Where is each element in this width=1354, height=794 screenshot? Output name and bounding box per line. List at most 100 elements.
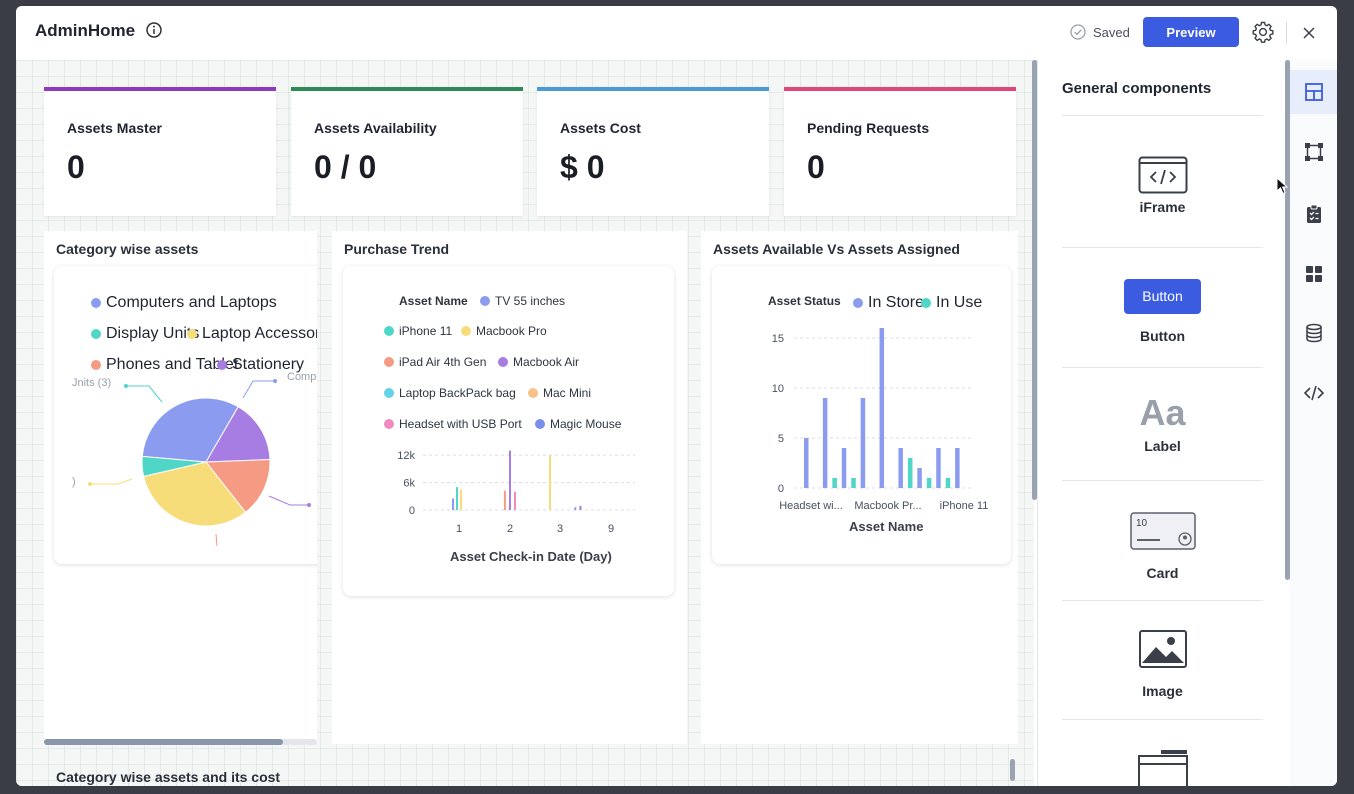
- stat-card-assets-cost[interactable]: Assets Cost $ 0: [537, 87, 769, 216]
- widget-category-wise-assets[interactable]: Category wise assets Computers and Lapto…: [44, 231, 317, 744]
- bar[interactable]: [851, 478, 856, 488]
- legend-item[interactable]: Computers and Laptops: [91, 294, 277, 312]
- legend-item[interactable]: Headset with USB Port: [384, 417, 522, 431]
- legend-item[interactable]: Display Units: [91, 325, 199, 343]
- legend-item[interactable]: Laptop Accessories: [187, 325, 317, 343]
- close-icon[interactable]: [1302, 26, 1316, 40]
- canvas-scrollbar[interactable]: [1032, 60, 1037, 500]
- bar[interactable]: [804, 438, 809, 488]
- legend-dot: [384, 388, 394, 398]
- component-label-widget[interactable]: Aa Label: [1062, 392, 1263, 454]
- legend-label: Headset with USB Port: [399, 417, 522, 431]
- stat-label: Assets Cost: [560, 120, 641, 136]
- rail-item-widgets[interactable]: [1290, 252, 1337, 296]
- component-image[interactable]: Image: [1062, 630, 1263, 699]
- legend-item[interactable]: Phones and Tablet: [91, 356, 238, 374]
- stat-label: Assets Master: [67, 120, 162, 136]
- bar[interactable]: [460, 489, 463, 510]
- bar[interactable]: [879, 328, 885, 488]
- horizontal-scroll-thumb[interactable]: [44, 739, 283, 745]
- bar[interactable]: [452, 498, 454, 510]
- dashboard-canvas[interactable]: Assets Master 0 Assets Availability 0 / …: [16, 60, 1034, 786]
- bar[interactable]: [509, 450, 511, 510]
- bar[interactable]: [898, 448, 903, 488]
- bar[interactable]: [926, 478, 932, 488]
- stat-card-assets-master[interactable]: Assets Master 0: [44, 87, 276, 216]
- legend-item[interactable]: TV 55 inches: [480, 294, 565, 308]
- rail-item-data[interactable]: [1290, 311, 1337, 355]
- bar[interactable]: [514, 491, 516, 510]
- gear-icon[interactable]: [1251, 20, 1275, 44]
- bar[interactable]: [945, 478, 951, 488]
- bar[interactable]: [574, 507, 577, 510]
- legend-item[interactable]: Laptop BackPack bag: [384, 386, 516, 400]
- legend-label: Computers and Laptops: [106, 294, 277, 311]
- legend-item[interactable]: In Use: [921, 294, 982, 312]
- bar[interactable]: [955, 448, 960, 488]
- bar[interactable]: [841, 448, 847, 488]
- callout-dot: [307, 503, 311, 507]
- bar[interactable]: [503, 490, 506, 510]
- bar[interactable]: [917, 468, 922, 488]
- rail-item-connections[interactable]: [1290, 130, 1337, 174]
- component-card[interactable]: 10 Card: [1062, 512, 1263, 581]
- legend-title: Asset Name: [399, 294, 468, 308]
- legend-label: iPhone 11: [399, 324, 453, 338]
- pie-slice[interactable]: [205, 406, 271, 463]
- pie-slice[interactable]: [141, 397, 239, 463]
- preview-button[interactable]: Preview: [1143, 17, 1239, 47]
- widget-title: Category wise assets and its cost: [56, 769, 281, 785]
- bar[interactable]: [549, 455, 551, 510]
- toolbar-divider: [1286, 22, 1287, 44]
- legend-item[interactable]: Macbook Pro: [461, 324, 547, 338]
- canvas-scroll-thumb-secondary[interactable]: [1010, 759, 1015, 781]
- bar[interactable]: [579, 505, 582, 510]
- rail-item-components[interactable]: [1290, 70, 1337, 114]
- widget-title: Purchase Trend: [344, 241, 450, 257]
- stat-card-pending-requests[interactable]: Pending Requests 0: [784, 87, 1016, 216]
- legend-dot: [384, 357, 394, 367]
- legend-item[interactable]: In Store: [853, 294, 924, 312]
- legend-item[interactable]: Magic Mouse: [535, 417, 621, 431]
- bar[interactable]: [456, 487, 458, 510]
- iframe-icon: [1138, 156, 1187, 194]
- legend-label: Display Units: [106, 325, 200, 342]
- legend-dot: [91, 298, 101, 308]
- y-tick-label: 0: [778, 483, 784, 495]
- component-label: iFrame: [1139, 199, 1186, 215]
- chart-card: Asset Status In Store In Use 0 5 10 15 Heads…: [712, 266, 1011, 564]
- component-iframe[interactable]: iFrame: [1062, 156, 1263, 215]
- widget-assets-available-vs-assigned[interactable]: Assets Available Vs Assets Assigned Asse…: [701, 231, 1018, 744]
- legend-item[interactable]: iPhone 11: [384, 324, 452, 338]
- legend-item[interactable]: Mac Mini: [528, 386, 591, 400]
- rail-item-tasks[interactable]: [1290, 192, 1337, 236]
- legend-item[interactable]: Stationery: [217, 356, 304, 374]
- rail-item-code[interactable]: [1290, 371, 1337, 415]
- component-button[interactable]: Button Button: [1062, 279, 1263, 344]
- grid-icon: [1305, 266, 1322, 282]
- bar[interactable]: [832, 478, 837, 488]
- callout-line: [242, 380, 275, 399]
- bar[interactable]: [860, 398, 866, 488]
- widget-purchase-trend[interactable]: Purchase Trend Asset Name TV 55 inches i…: [332, 231, 687, 744]
- pie-slice[interactable]: [205, 459, 271, 513]
- stat-value: 0 / 0: [314, 149, 377, 185]
- database-icon: [1305, 323, 1322, 343]
- bar[interactable]: [822, 398, 828, 488]
- info-icon[interactable]: [146, 22, 162, 38]
- nodes-icon: [1304, 143, 1323, 161]
- pie-slice[interactable]: [143, 461, 247, 527]
- x-tick-label: Macbook Pr...: [854, 500, 921, 512]
- page-title: AdminHome: [35, 21, 136, 40]
- bar[interactable]: [907, 458, 913, 488]
- legend-item[interactable]: iPad Air 4th Gen: [384, 355, 486, 369]
- legend-item[interactable]: Macbook Air: [498, 355, 579, 369]
- pie-slice[interactable]: [141, 455, 207, 477]
- container-icon: [1137, 750, 1188, 786]
- component-container[interactable]: [1062, 750, 1263, 786]
- stat-card-assets-availability[interactable]: Assets Availability 0 / 0: [291, 87, 523, 216]
- legend-label: iPad Air 4th Gen: [399, 355, 487, 369]
- y-tick-label: 5: [778, 433, 784, 445]
- panel-scrollbar[interactable]: [1285, 60, 1290, 580]
- bar[interactable]: [936, 448, 941, 488]
